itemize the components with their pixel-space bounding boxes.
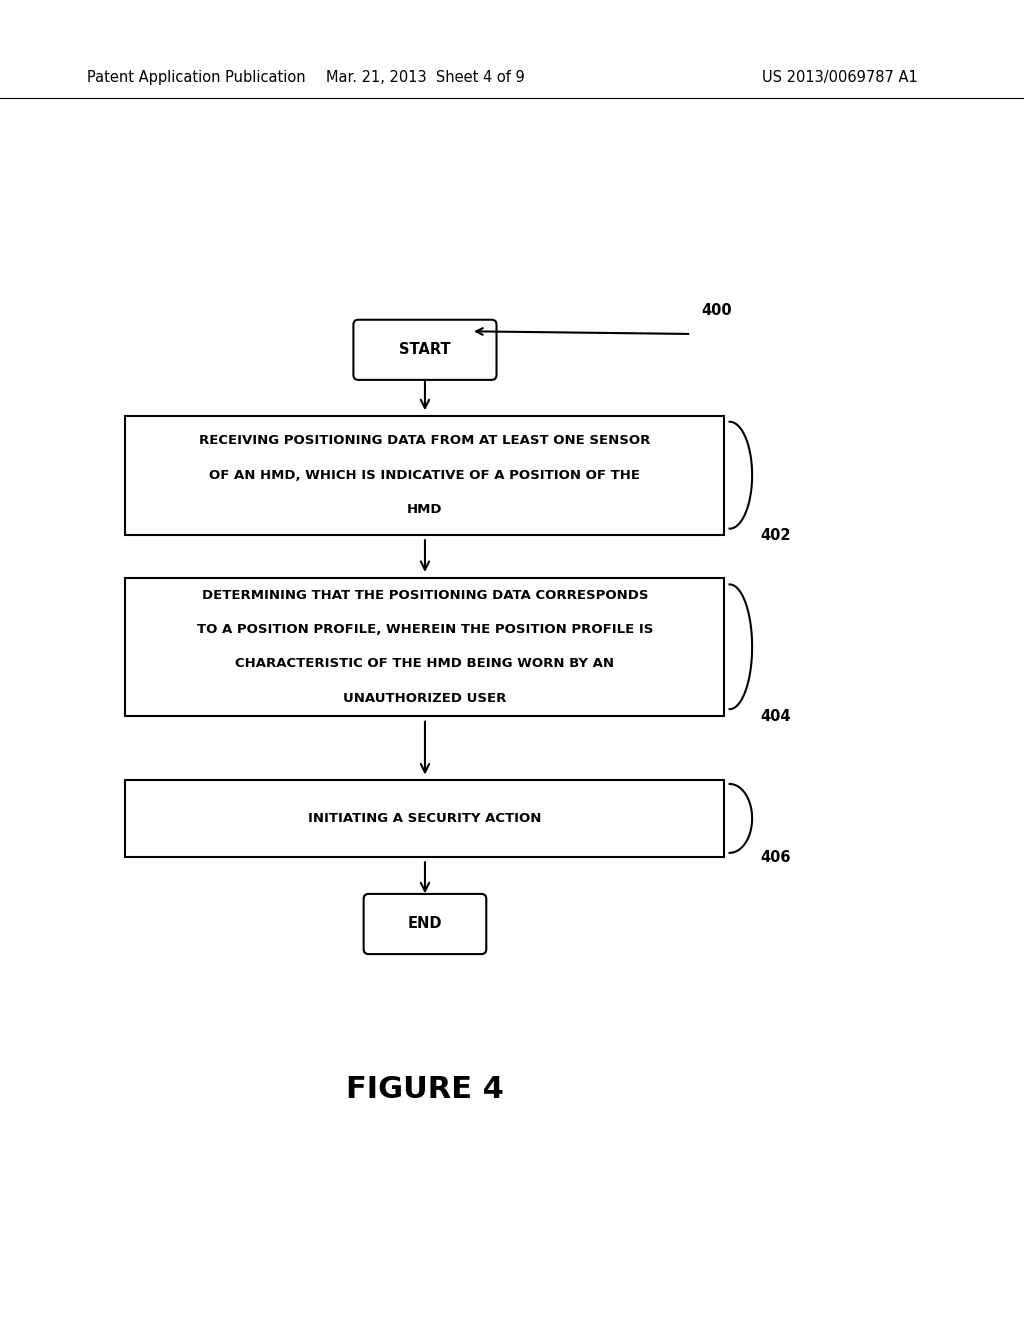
Text: 400: 400 <box>701 302 732 318</box>
Text: TO A POSITION PROFILE, WHEREIN THE POSITION PROFILE IS: TO A POSITION PROFILE, WHEREIN THE POSIT… <box>197 623 653 636</box>
Text: 402: 402 <box>760 528 791 543</box>
FancyBboxPatch shape <box>125 416 725 535</box>
Text: END: END <box>408 916 442 932</box>
Text: INITIATING A SECURITY ACTION: INITIATING A SECURITY ACTION <box>308 812 542 825</box>
Text: US 2013/0069787 A1: US 2013/0069787 A1 <box>762 70 918 86</box>
FancyBboxPatch shape <box>125 578 725 715</box>
Text: DETERMINING THAT THE POSITIONING DATA CORRESPONDS: DETERMINING THAT THE POSITIONING DATA CO… <box>202 589 648 602</box>
Text: FIGURE 4: FIGURE 4 <box>346 1074 504 1104</box>
Text: START: START <box>399 342 451 358</box>
Text: OF AN HMD, WHICH IS INDICATIVE OF A POSITION OF THE: OF AN HMD, WHICH IS INDICATIVE OF A POSI… <box>210 469 640 482</box>
Text: 404: 404 <box>760 709 791 725</box>
Text: HMD: HMD <box>408 503 442 516</box>
FancyBboxPatch shape <box>125 780 725 857</box>
FancyBboxPatch shape <box>353 319 497 380</box>
Text: Mar. 21, 2013  Sheet 4 of 9: Mar. 21, 2013 Sheet 4 of 9 <box>326 70 524 86</box>
FancyBboxPatch shape <box>364 894 486 954</box>
Text: UNAUTHORIZED USER: UNAUTHORIZED USER <box>343 692 507 705</box>
Text: Patent Application Publication: Patent Application Publication <box>87 70 306 86</box>
Text: CHARACTERISTIC OF THE HMD BEING WORN BY AN: CHARACTERISTIC OF THE HMD BEING WORN BY … <box>236 657 614 671</box>
Text: RECEIVING POSITIONING DATA FROM AT LEAST ONE SENSOR: RECEIVING POSITIONING DATA FROM AT LEAST… <box>200 434 650 447</box>
Text: 406: 406 <box>760 850 791 865</box>
